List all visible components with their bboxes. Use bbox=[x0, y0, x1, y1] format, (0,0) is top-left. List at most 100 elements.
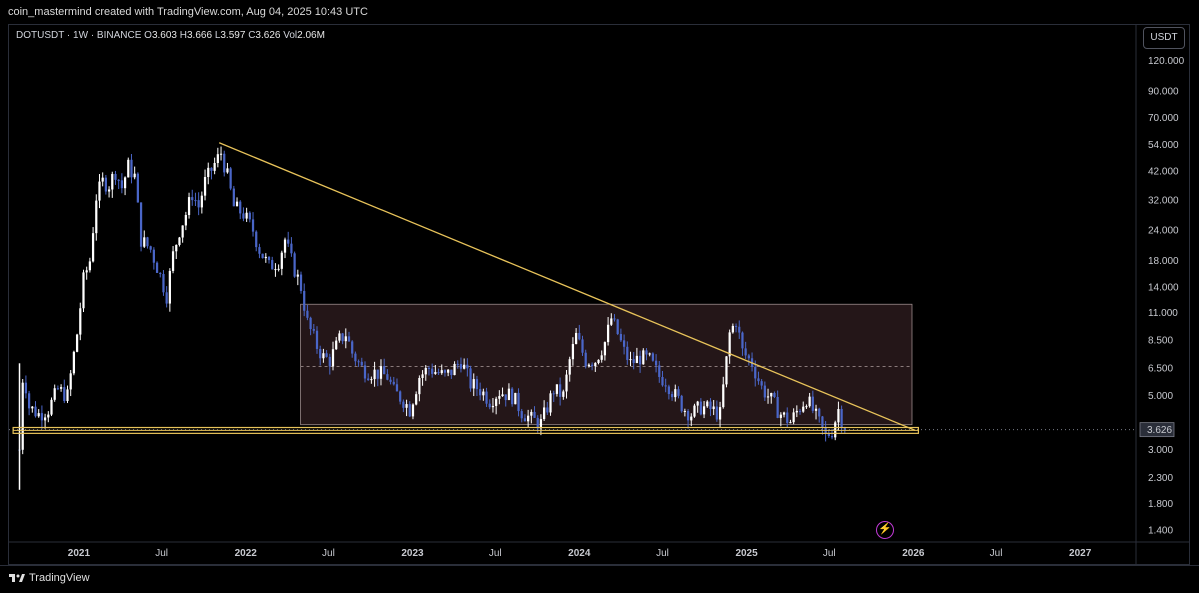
y-tick-label: 3.000 bbox=[1148, 445, 1173, 456]
candle-body bbox=[373, 369, 376, 380]
volume-key: Vol bbox=[283, 30, 298, 41]
candle-body bbox=[53, 388, 56, 400]
candle-body bbox=[338, 333, 341, 341]
candle-body bbox=[584, 352, 587, 367]
candle-body bbox=[370, 379, 373, 381]
candle-body bbox=[111, 173, 114, 190]
candle-body bbox=[191, 197, 194, 201]
candle-body bbox=[491, 405, 495, 408]
chart-attribution: coin_mastermind created with TradingView… bbox=[0, 0, 1199, 24]
candle-body bbox=[479, 389, 482, 396]
y-tick-label: 1.800 bbox=[1148, 499, 1173, 510]
candle-body bbox=[594, 362, 597, 367]
candle-body bbox=[290, 243, 293, 254]
candle-body bbox=[296, 274, 299, 277]
candle-body bbox=[587, 364, 591, 367]
y-tick-label: 42.000 bbox=[1148, 167, 1179, 178]
candle-body bbox=[459, 363, 463, 369]
candle-body bbox=[277, 268, 280, 270]
candle-body bbox=[274, 269, 277, 271]
candle-body bbox=[418, 377, 421, 395]
y-tick-label: 1.400 bbox=[1148, 526, 1173, 537]
candle-body bbox=[210, 167, 213, 171]
candle-body bbox=[299, 274, 303, 291]
candle-body bbox=[811, 396, 814, 411]
candle-body bbox=[367, 378, 370, 381]
close-value: 3.626 bbox=[255, 30, 281, 41]
candle-body bbox=[56, 388, 60, 390]
candle-body bbox=[309, 317, 312, 330]
candle-body bbox=[88, 261, 92, 271]
candle-body bbox=[818, 408, 821, 417]
candle-body bbox=[469, 368, 472, 389]
candle-body bbox=[802, 406, 805, 412]
candle-body bbox=[712, 406, 715, 410]
candle-body bbox=[776, 397, 779, 418]
candle-body bbox=[635, 355, 639, 364]
candle-body bbox=[171, 251, 175, 271]
candle-body bbox=[558, 384, 562, 397]
candle-body bbox=[200, 195, 203, 208]
low-value: 3.597 bbox=[220, 30, 246, 41]
candle-body bbox=[143, 237, 146, 247]
y-tick-label: 8.500 bbox=[1148, 335, 1173, 346]
x-tick-label: 2025 bbox=[735, 548, 758, 559]
candle-body bbox=[658, 365, 661, 377]
candle-body bbox=[98, 181, 101, 201]
x-tick-label: Jul bbox=[322, 548, 335, 559]
candle-body bbox=[562, 391, 565, 397]
candle-body bbox=[728, 332, 731, 357]
range-box bbox=[300, 303, 913, 426]
candle-body bbox=[738, 326, 741, 333]
candle-body bbox=[344, 336, 347, 342]
symbol-label[interactable]: DOTUSDT · 1W · BINANCE bbox=[16, 30, 142, 41]
candle-body bbox=[280, 252, 283, 269]
candle-body bbox=[805, 406, 808, 408]
candle-body bbox=[770, 392, 773, 397]
candle-body bbox=[523, 418, 527, 422]
candle-body bbox=[127, 159, 130, 178]
y-tick-label: 54.000 bbox=[1148, 140, 1179, 151]
candle-body bbox=[565, 374, 568, 392]
candle-body bbox=[322, 353, 325, 359]
tradingview-brand[interactable]: TradingView bbox=[9, 572, 90, 584]
candle-body bbox=[808, 396, 811, 407]
x-tick-label: Jul bbox=[823, 548, 836, 559]
candle-body bbox=[539, 419, 543, 429]
candle-body bbox=[235, 201, 239, 207]
candle-body bbox=[597, 359, 600, 363]
candle-body bbox=[626, 346, 629, 360]
candle-body bbox=[622, 340, 626, 347]
candle-body bbox=[488, 403, 491, 408]
candle-body bbox=[466, 364, 469, 369]
lightning-bolt-icon[interactable]: ⚡ bbox=[876, 521, 894, 539]
close-key: C bbox=[248, 30, 256, 41]
candle-body bbox=[325, 353, 328, 357]
candle-body bbox=[686, 410, 690, 421]
candle-body bbox=[79, 308, 82, 335]
candle-body bbox=[360, 361, 363, 366]
candle-body bbox=[162, 273, 165, 293]
candle-body bbox=[514, 392, 517, 405]
candle-body bbox=[504, 394, 507, 401]
candle-body bbox=[699, 401, 702, 415]
candle-body bbox=[661, 376, 664, 386]
candle-body bbox=[287, 239, 290, 244]
candle-body bbox=[603, 342, 607, 356]
candle-body bbox=[223, 153, 226, 173]
candle-body bbox=[533, 411, 536, 418]
y-tick-label: 14.000 bbox=[1148, 283, 1179, 294]
candle-body bbox=[50, 399, 53, 415]
candle-body bbox=[216, 154, 219, 163]
candle-body bbox=[757, 378, 760, 382]
candle-body bbox=[680, 395, 683, 412]
candle-body bbox=[645, 350, 648, 355]
candle-body bbox=[837, 408, 840, 423]
candle-body bbox=[389, 379, 392, 382]
currency-button[interactable]: USDT bbox=[1143, 27, 1185, 49]
candle-body bbox=[552, 393, 555, 395]
candle-body bbox=[696, 401, 699, 406]
low-key: L bbox=[214, 30, 221, 41]
candle-body bbox=[392, 381, 395, 385]
